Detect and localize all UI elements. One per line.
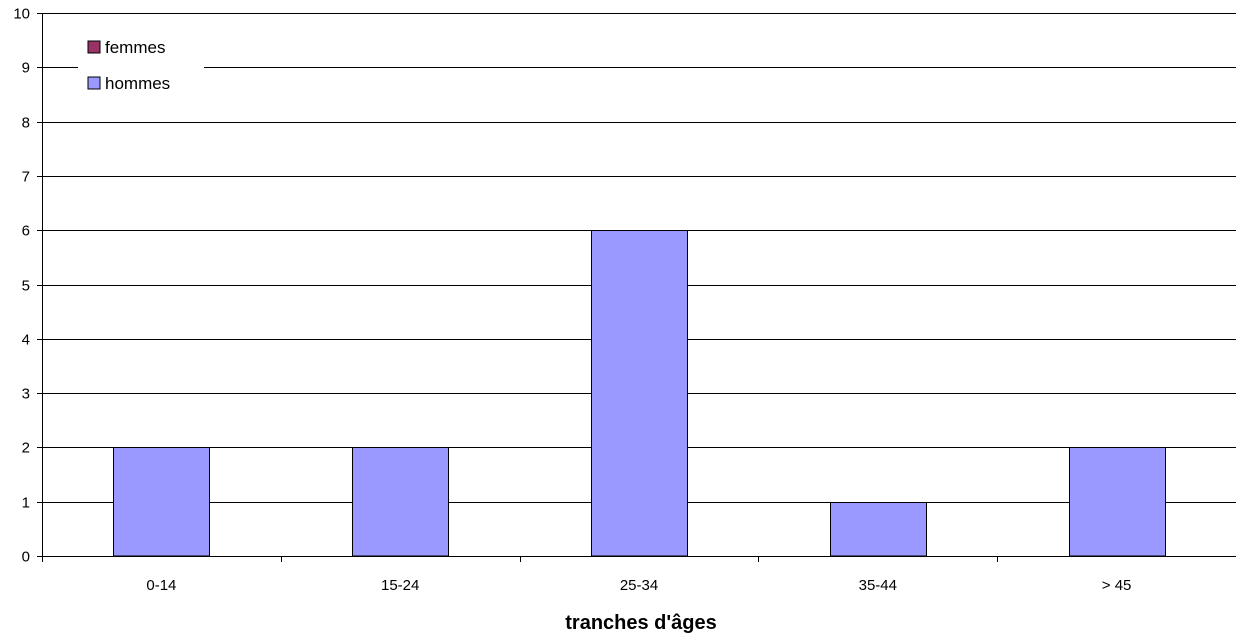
y-tick-label: 3 [22,386,30,403]
x-tick-label: > 45 [1102,577,1132,594]
bar-hommes [113,447,210,557]
x-tick-label: 15-24 [381,577,419,594]
x-tick-label: 0-14 [146,577,176,594]
y-tick-label: 8 [22,115,30,132]
y-tick-label: 2 [22,440,30,457]
x-axis-title: tranches d'âges [565,612,716,634]
axes: 0 1 2 3 4 5 6 7 8 9 10 0-14 15-24 25-34 35-44 > 45 [13,6,1236,594]
bar-hommes [830,502,927,557]
bar-hommes [1069,447,1166,557]
legend-label-femmes: femmes [105,38,165,57]
y-tick-label: 5 [22,278,30,295]
y-tick-label: 4 [22,332,30,349]
y-tick-label: 0 [22,549,30,566]
legend-swatch-femmes [87,40,101,54]
legend: femmes hommes [78,32,204,98]
y-tick-label: 10 [13,6,30,23]
y-tick-label: 7 [22,169,30,186]
x-tick-label: 35-44 [859,577,897,594]
bar-hommes [352,447,449,557]
bar-hommes [591,230,688,557]
y-tick-label: 9 [22,60,30,77]
y-tick-label: 1 [22,495,30,512]
y-tick-label: 6 [22,223,30,240]
legend-swatch-hommes [87,76,101,90]
x-tick-label: 25-34 [620,577,658,594]
legend-label-hommes: hommes [105,74,170,93]
